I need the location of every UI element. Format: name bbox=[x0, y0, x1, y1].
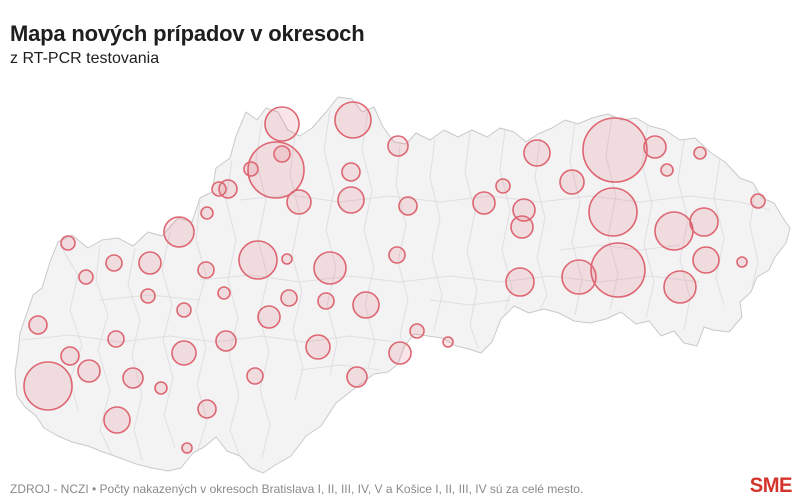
country-outline bbox=[14, 96, 791, 474]
district-case-bubble bbox=[582, 117, 648, 183]
district-case-bubble bbox=[103, 406, 131, 434]
district-case-bubble bbox=[561, 259, 597, 295]
page-title: Mapa nových prípadov v okresoch bbox=[10, 21, 365, 46]
district-case-bubble bbox=[442, 336, 454, 348]
district-case-bubble bbox=[23, 361, 73, 411]
district-case-bubble bbox=[197, 261, 215, 279]
district-case-bubble bbox=[257, 305, 281, 329]
district-case-bubble bbox=[693, 146, 707, 160]
district-case-bubble bbox=[590, 242, 646, 298]
district-case-bubble bbox=[663, 270, 697, 304]
district-case-bubble bbox=[105, 254, 123, 272]
district-case-bubble bbox=[200, 206, 214, 220]
district-case-bubble bbox=[643, 135, 667, 159]
district-case-bubble bbox=[352, 291, 380, 319]
district-case-bubble bbox=[398, 196, 418, 216]
district-borders bbox=[21, 109, 771, 463]
district-case-bubble bbox=[264, 106, 300, 142]
district-case-bubble bbox=[313, 251, 347, 285]
district-case-bubble bbox=[77, 359, 101, 383]
district-case-bubble bbox=[78, 269, 94, 285]
district-case-bubble bbox=[138, 251, 162, 275]
district-case-bubble bbox=[388, 341, 412, 365]
district-case-bubble bbox=[388, 246, 406, 264]
district-case-bubble bbox=[60, 346, 80, 366]
district-case-bubble bbox=[660, 163, 674, 177]
district-case-bubble bbox=[472, 191, 496, 215]
district-case-bubble bbox=[273, 145, 291, 163]
district-case-bubble bbox=[736, 256, 748, 268]
district-case-bubble bbox=[559, 169, 585, 195]
district-case-bubble bbox=[181, 442, 193, 454]
page-subtitle: z RT-PCR testovania bbox=[10, 50, 160, 68]
district-case-bubble bbox=[280, 289, 298, 307]
footer: ZDROJ - NCZI • Počty nakazených v okreso… bbox=[10, 475, 792, 496]
district-case-bubble bbox=[523, 139, 551, 167]
district-case-bubble bbox=[28, 315, 48, 335]
district-case-bubble bbox=[654, 211, 694, 251]
district-case-bubble bbox=[305, 334, 331, 360]
district-case-bubble bbox=[750, 193, 766, 209]
sme-logo: SME bbox=[749, 474, 793, 497]
district-case-bubble bbox=[176, 302, 192, 318]
district-case-bubble bbox=[246, 367, 264, 385]
district-case-bubble bbox=[60, 235, 76, 251]
district-case-bubble bbox=[495, 178, 511, 194]
district-case-bubble bbox=[689, 207, 719, 237]
district-case-bubble bbox=[217, 286, 231, 300]
district-case-bubble bbox=[505, 267, 535, 297]
district-case-bubble bbox=[215, 330, 237, 352]
district-case-bubble bbox=[171, 340, 197, 366]
district-case-bubble bbox=[163, 216, 195, 248]
source-note: ZDROJ - NCZI • Počty nakazených v okreso… bbox=[10, 482, 584, 496]
district-case-bubble bbox=[122, 367, 144, 389]
district-case-bubble bbox=[107, 330, 125, 348]
district-case-bubble bbox=[317, 292, 335, 310]
district-case-bubble bbox=[140, 288, 156, 304]
header: Mapa nových prípadov v okresoch z RT-PCR… bbox=[10, 21, 365, 69]
bubble-layer bbox=[23, 101, 766, 454]
district-case-bubble bbox=[197, 399, 217, 419]
district-case-bubble bbox=[337, 186, 365, 214]
district-case-bubble bbox=[154, 381, 168, 395]
district-case-bubble bbox=[238, 240, 278, 280]
district-case-bubble bbox=[409, 323, 425, 339]
district-case-bubble bbox=[510, 215, 534, 239]
district-case-bubble bbox=[692, 246, 720, 274]
district-case-bubble bbox=[588, 187, 638, 237]
district-case-bubble bbox=[512, 198, 536, 222]
district-case-bubble bbox=[286, 189, 312, 215]
district-case-bubble bbox=[334, 101, 372, 139]
district-case-bubble bbox=[281, 253, 293, 265]
district-case-bubble bbox=[218, 179, 238, 199]
district-case-bubble bbox=[387, 135, 409, 157]
district-case-bubble bbox=[346, 366, 368, 388]
district-case-bubble bbox=[341, 162, 361, 182]
